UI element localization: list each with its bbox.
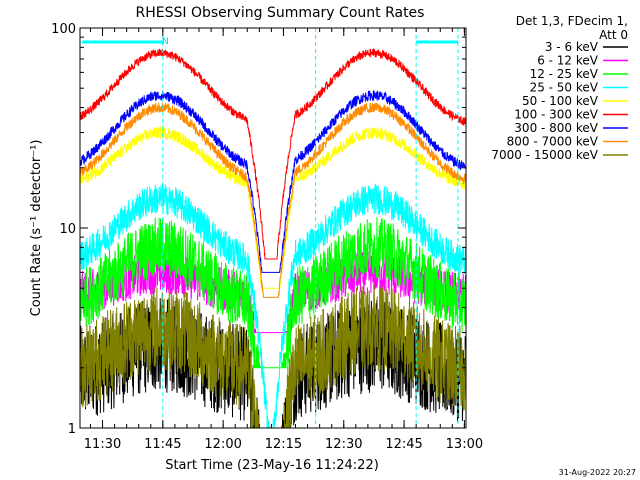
legend-label: 300 - 800 keV [514, 121, 598, 135]
legend-label: 100 - 300 keV [514, 108, 598, 122]
x-tick-label: 12:00 [204, 437, 241, 452]
plot-area [79, 28, 467, 429]
legend-label: 25 - 50 keV [530, 81, 599, 95]
legend-header-line-1: Det 1,3, FDecim 1, [516, 14, 628, 28]
series-line-4 [79, 183, 467, 429]
chart-title: RHESSI Observing Summary Count Rates [136, 5, 425, 21]
series-line-3 [79, 217, 467, 369]
legend-label: 50 - 100 keV [522, 94, 599, 108]
x-axis: 11:30 11:45 12:00 12:15 12:30 12:45 13:00 [84, 28, 483, 452]
series-line-6 [79, 47, 467, 260]
y-tick-label: 10 [59, 222, 76, 237]
y-tick-label: 1 [68, 422, 76, 437]
x-tick-label: 11:30 [84, 437, 121, 452]
x-tick-label: 13:00 [446, 437, 483, 452]
generation-timestamp: 31-Aug-2022 20:27 [559, 468, 636, 477]
legend-label: 3 - 6 keV [545, 40, 599, 54]
y-axis: 1 10 100 [51, 22, 466, 437]
legend-label: 6 - 12 keV [537, 54, 599, 68]
legend-label: 800 - 7000 keV [507, 135, 599, 149]
x-tick-label: 12:45 [385, 437, 422, 452]
series-line-2 [79, 251, 467, 334]
series-line-5 [79, 126, 467, 289]
series-line-7 [79, 90, 467, 274]
legend-header-line-2: Att 0 [599, 28, 628, 42]
x-tick-label: 12:15 [265, 437, 302, 452]
y-tick-label: 100 [51, 22, 76, 37]
legend-label: 7000 - 15000 keV [491, 148, 598, 162]
series-line-8 [79, 102, 467, 298]
x-tick-label: 11:45 [144, 437, 181, 452]
y-axis-label: Count Rate (s⁻¹ detector⁻¹) [29, 140, 44, 317]
x-axis-label: Start Time (23-May-16 11:24:22) [165, 458, 379, 473]
x-tick-label: 12:30 [325, 437, 362, 452]
legend-label: 12 - 25 keV [530, 67, 599, 81]
orbit-marker-label: N [162, 37, 169, 47]
